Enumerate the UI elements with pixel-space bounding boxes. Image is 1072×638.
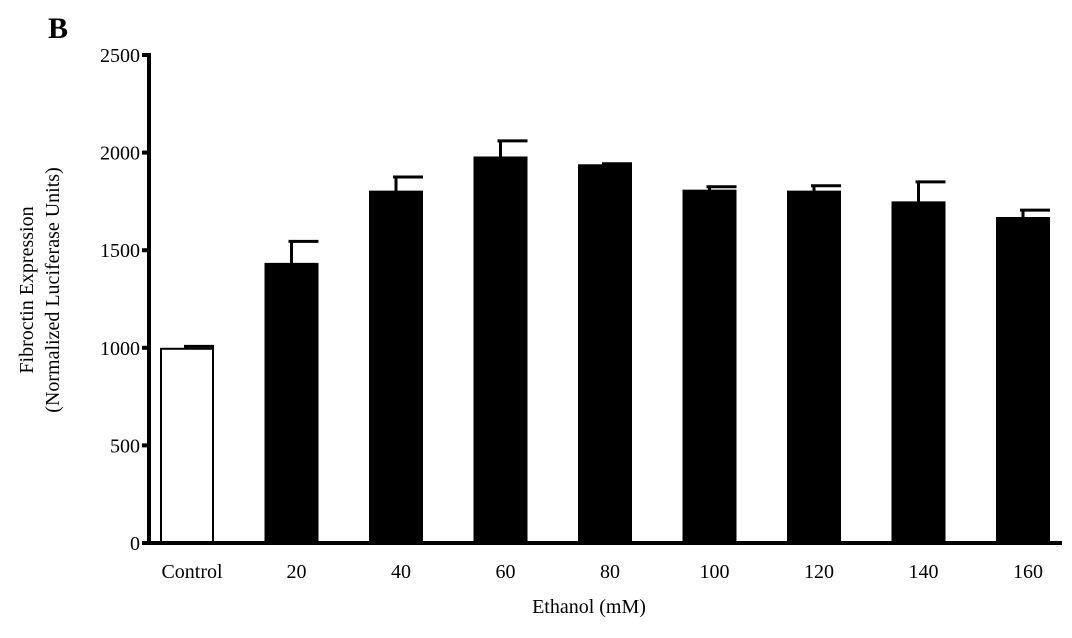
bar-140 [891,201,946,544]
x-tick-label-160: 160 [1013,561,1043,583]
x-tick-label-40: 40 [391,561,411,583]
bar-120 [787,190,841,544]
x-tick-label-20: 20 [287,561,307,583]
bar-80 [578,164,632,544]
x-tick-label-120: 120 [804,561,834,583]
y-tick-label: 2500 [100,45,140,67]
x-tick-label-140: 140 [909,561,939,583]
y-ticks: 0 500 1000 1500 2000 2500 [100,45,149,555]
bar-40 [369,190,423,544]
x-tick-label-80: 80 [600,561,620,583]
x-tick-labels: Control 20 40 60 80 100 120 140 160 [161,561,1043,583]
error-bars [184,139,1050,349]
y-tick-label: 0 [130,533,140,555]
y-tick-label: 500 [110,435,140,457]
x-axis-label: Ethanol (mM) [532,596,646,618]
y-axis-label-line2: (Normalized Luciferase Units) [42,167,64,412]
x-tick-label-Control: Control [161,561,223,583]
y-axis-title: Fibroctin Expression (Normalized Lucifer… [16,167,64,412]
bar-160 [996,216,1050,544]
bar-Control [160,347,214,544]
panel-label: B [48,12,68,45]
x-tick-label-100: 100 [700,561,730,583]
x-tick-label-60: 60 [496,561,516,583]
bar-60 [473,156,528,544]
bars [160,156,1050,544]
y-tick-label: 2000 [100,143,140,165]
y-tick-label: 1000 [100,338,140,360]
y-axis-label-line1: Fibroctin Expression [16,206,38,373]
bar-20 [264,262,319,544]
bar-100 [682,189,737,544]
y-tick-label: 1500 [100,240,140,262]
